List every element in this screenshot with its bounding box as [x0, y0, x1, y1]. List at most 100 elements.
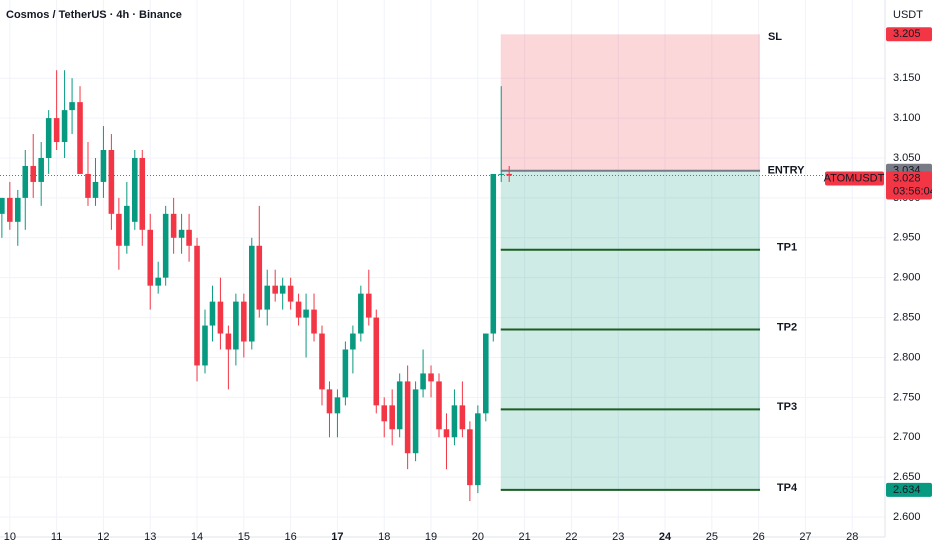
candle-body	[436, 381, 442, 430]
candle-body	[412, 389, 419, 454]
candle-body	[256, 245, 263, 310]
candle-body	[124, 205, 130, 246]
x-tick-label: 10	[4, 531, 16, 543]
candle-body	[366, 293, 372, 318]
candle-body	[342, 349, 349, 398]
y-tick-label: 2.700	[893, 431, 921, 443]
candle-body	[0, 197, 5, 214]
candle-body	[467, 429, 473, 486]
x-tick-label: 22	[565, 531, 577, 543]
candle-body	[396, 381, 403, 430]
symbol-label: ATOMUSDT	[824, 172, 885, 184]
candle-body	[506, 173, 512, 176]
x-tick-label: 20	[472, 531, 484, 543]
candle-body	[303, 309, 309, 318]
candle-body	[319, 333, 325, 390]
candle-body	[170, 213, 177, 238]
last-price-box	[886, 171, 932, 200]
y-tick-label: 2.900	[893, 272, 921, 284]
x-tick-label: 15	[238, 531, 250, 543]
candle-body	[498, 173, 505, 175]
candle-body	[443, 429, 450, 438]
candle-body	[162, 213, 169, 278]
target-price-tag-box	[886, 482, 932, 497]
x-tick-label: 26	[753, 531, 765, 543]
candle-body	[295, 301, 302, 318]
candle-body	[186, 229, 192, 246]
x-tick-label: 18	[378, 531, 390, 543]
candle-body	[358, 293, 364, 334]
x-tick-label: 14	[191, 531, 203, 543]
candle-body	[241, 301, 247, 342]
candle-body	[147, 229, 154, 286]
candle-body	[459, 405, 466, 430]
candle-body	[373, 317, 380, 406]
x-tick-label: 17	[331, 531, 343, 543]
x-tick-label: 23	[612, 531, 624, 543]
y-tick-label: 2.650	[893, 471, 921, 483]
candle-body	[108, 150, 115, 214]
y-tick-label: 2.800	[893, 351, 921, 363]
candle-body	[475, 413, 481, 486]
candle-body	[92, 181, 99, 198]
stop-label: SL	[768, 31, 782, 43]
last-price: 3.028	[893, 172, 921, 184]
candle-body	[69, 102, 75, 111]
candle-body	[7, 197, 13, 222]
candle-body	[225, 333, 232, 350]
stop-price-tag: 3.205	[893, 28, 921, 40]
candle-body	[420, 373, 426, 390]
candle-body	[139, 157, 146, 230]
candle-body	[202, 325, 208, 366]
x-tick-label: 11	[51, 531, 62, 543]
candle-body	[287, 285, 294, 302]
candle-body	[77, 102, 83, 174]
x-tick-label: 19	[425, 531, 437, 543]
candle-body	[209, 301, 216, 326]
candle-body	[350, 333, 356, 350]
target-label: TP4	[777, 482, 798, 494]
candle-body	[451, 405, 458, 438]
candle-body	[194, 245, 200, 366]
y-tick-label: 2.950	[893, 232, 921, 244]
y-tick-label: 3.050	[893, 152, 921, 164]
y-tick-label: 3.150	[893, 72, 921, 84]
candle-body	[100, 150, 107, 182]
currency: USDT	[893, 9, 923, 21]
candle-body	[311, 309, 317, 334]
candle-body	[30, 165, 37, 182]
y-tick-label: 2.750	[893, 391, 921, 403]
chart-title: Cosmos / TetherUS · 4h · Binance	[6, 9, 182, 21]
candle-body	[428, 373, 434, 382]
x-tick-label: 28	[846, 531, 858, 543]
candle-body	[233, 301, 239, 350]
x-tick-label: 21	[519, 531, 531, 543]
entry-label: ENTRY	[768, 165, 806, 177]
candle-body	[490, 173, 497, 334]
x-tick-label: 25	[706, 531, 718, 543]
stop-zone	[500, 34, 761, 171]
candle-body	[38, 157, 44, 182]
candle-body	[53, 118, 60, 143]
candle-body	[272, 285, 278, 294]
candle-body	[45, 118, 52, 158]
candle-body	[217, 301, 224, 334]
candle-body	[381, 405, 388, 422]
x-tick-label: 13	[144, 531, 156, 543]
candle-body	[132, 157, 138, 222]
candle-body	[61, 110, 68, 143]
candle-body	[116, 213, 122, 246]
candle-body	[155, 277, 161, 286]
x-tick-label: 12	[97, 531, 109, 543]
candle-body	[404, 381, 411, 454]
target-label: TP1	[777, 242, 797, 254]
candle-body	[483, 333, 489, 414]
candle-body	[389, 405, 395, 430]
candle-body	[14, 197, 21, 222]
candle-body	[279, 285, 286, 294]
x-tick-label: 24	[659, 531, 672, 543]
x-tick-label: 16	[285, 531, 297, 543]
candle-body	[85, 173, 91, 198]
